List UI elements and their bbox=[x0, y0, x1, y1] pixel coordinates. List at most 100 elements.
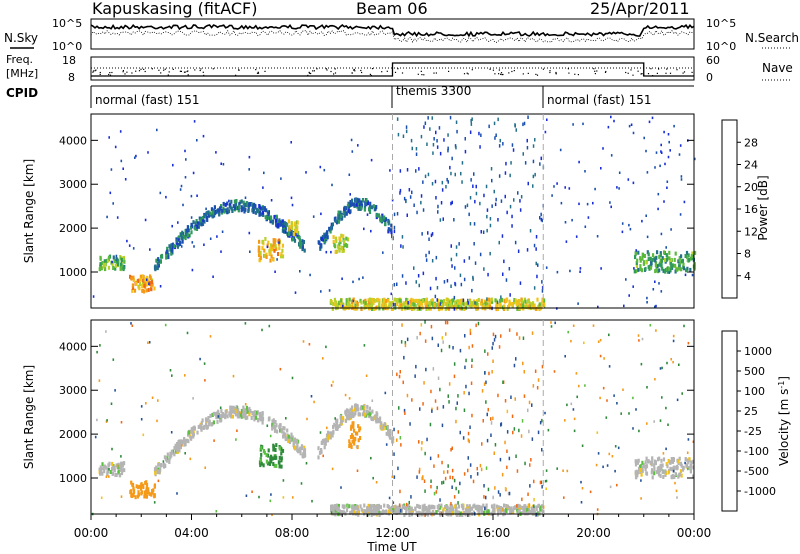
heatmap-cell bbox=[431, 336, 434, 341]
heatmap-cell bbox=[248, 203, 251, 208]
heatmap-cell bbox=[381, 218, 384, 223]
heatmap-cell bbox=[261, 414, 264, 418]
heatmap-cell bbox=[216, 419, 219, 424]
heatmap-cell bbox=[694, 250, 697, 255]
nave-point bbox=[160, 72, 162, 74]
heatmap-cell bbox=[128, 244, 131, 247]
heatmap-cell bbox=[388, 433, 391, 438]
heatmap-cell bbox=[403, 301, 406, 306]
heatmap-cell bbox=[397, 466, 399, 471]
heatmap-cell bbox=[215, 151, 217, 154]
heatmap-cell bbox=[283, 227, 286, 232]
heatmap-cell bbox=[293, 445, 297, 450]
heatmap-cell bbox=[350, 138, 353, 142]
heatmap-cell bbox=[685, 463, 688, 468]
heatmap-cell bbox=[440, 299, 443, 304]
heatmap-cell bbox=[639, 256, 642, 261]
heatmap-cell bbox=[200, 421, 203, 426]
nave-point bbox=[334, 72, 337, 74]
heatmap-cell bbox=[350, 426, 353, 431]
heatmap-cell bbox=[195, 227, 199, 231]
heatmap-cell bbox=[509, 173, 511, 178]
nave-point bbox=[386, 70, 388, 72]
heatmap-cell bbox=[516, 469, 519, 473]
heatmap-cell bbox=[251, 490, 253, 493]
nave-point bbox=[199, 69, 201, 72]
station-title: Kapuskasing (fitACF) bbox=[92, 0, 257, 18]
heatmap-cell bbox=[415, 147, 418, 151]
heatmap-cell bbox=[351, 405, 354, 410]
heatmap-cell bbox=[516, 504, 518, 508]
heatmap-cell bbox=[520, 505, 523, 510]
heatmap-cell bbox=[287, 434, 290, 439]
nave-point bbox=[94, 70, 96, 72]
heatmap-cell bbox=[217, 409, 220, 414]
heatmap-cell bbox=[666, 361, 668, 365]
heatmap-cell bbox=[340, 214, 343, 219]
heatmap-cell bbox=[109, 191, 112, 195]
heatmap-cell bbox=[141, 284, 144, 289]
heatmap-cell bbox=[632, 427, 634, 430]
heatmap-cell bbox=[409, 299, 412, 304]
heatmap-cell bbox=[387, 229, 390, 234]
heatmap-cell bbox=[439, 218, 442, 222]
heatmap-cell bbox=[340, 486, 342, 489]
heatmap-cell bbox=[393, 427, 395, 432]
heatmap-cell bbox=[633, 269, 636, 274]
heatmap-cell bbox=[99, 264, 102, 269]
heatmap-cell bbox=[281, 248, 284, 253]
heatmap-cell bbox=[387, 227, 390, 232]
heatmap-cell bbox=[427, 116, 429, 120]
heatmap-cell bbox=[421, 232, 423, 236]
heatmap-cell bbox=[291, 376, 294, 380]
heatmap-cell bbox=[541, 418, 543, 423]
heatmap-cell bbox=[202, 134, 205, 138]
nave-point bbox=[330, 70, 332, 73]
heatmap-cell bbox=[320, 290, 322, 293]
heatmap-cell bbox=[342, 505, 346, 510]
heatmap-cell bbox=[187, 432, 190, 437]
heatmap-cell bbox=[275, 246, 278, 251]
heatmap-cell bbox=[357, 508, 360, 513]
heatmap-cell bbox=[566, 469, 569, 473]
nave-point bbox=[179, 70, 181, 72]
heatmap-cell bbox=[450, 304, 453, 309]
heatmap-cell bbox=[179, 233, 182, 237]
heatmap-cell bbox=[246, 409, 249, 414]
heatmap-cell bbox=[340, 418, 343, 423]
heatmap-cell bbox=[108, 468, 110, 471]
heatmap-cell bbox=[335, 239, 338, 244]
heatmap-cell bbox=[504, 194, 506, 199]
heatmap-cell bbox=[162, 462, 166, 467]
heatmap-cell bbox=[663, 200, 665, 203]
heatmap-cell bbox=[114, 266, 117, 271]
heatmap-cell bbox=[153, 467, 157, 472]
heatmap-cell bbox=[618, 187, 620, 190]
heatmap-cell bbox=[351, 439, 354, 444]
heatmap-cell bbox=[114, 472, 117, 477]
heatmap-cell bbox=[320, 449, 323, 454]
colorbar-tick-label: 1000 bbox=[744, 345, 772, 358]
heatmap-cell bbox=[235, 199, 238, 203]
heatmap-cell bbox=[521, 497, 523, 502]
heatmap-cell bbox=[206, 418, 209, 423]
heatmap-cell bbox=[484, 506, 486, 510]
heatmap-cell bbox=[357, 144, 359, 147]
heatmap-cell bbox=[275, 455, 278, 460]
heatmap-cell bbox=[650, 470, 653, 475]
heatmap-cell bbox=[437, 343, 439, 347]
heatmap-cell bbox=[201, 222, 205, 226]
heatmap-cell bbox=[381, 303, 384, 308]
heatmap-cell bbox=[145, 281, 148, 286]
heatmap-cell bbox=[663, 130, 665, 134]
heatmap-cell bbox=[284, 436, 287, 441]
heatmap-cell bbox=[660, 258, 663, 263]
heatmap-cell bbox=[260, 452, 263, 457]
heatmap-cell bbox=[220, 409, 223, 413]
heatmap-cell bbox=[178, 448, 181, 453]
heatmap-cell bbox=[468, 510, 471, 515]
heatmap-cell bbox=[256, 207, 259, 212]
heatmap-cell bbox=[448, 400, 450, 404]
heatmap-cell bbox=[440, 348, 443, 353]
heatmap-cell bbox=[419, 407, 421, 411]
